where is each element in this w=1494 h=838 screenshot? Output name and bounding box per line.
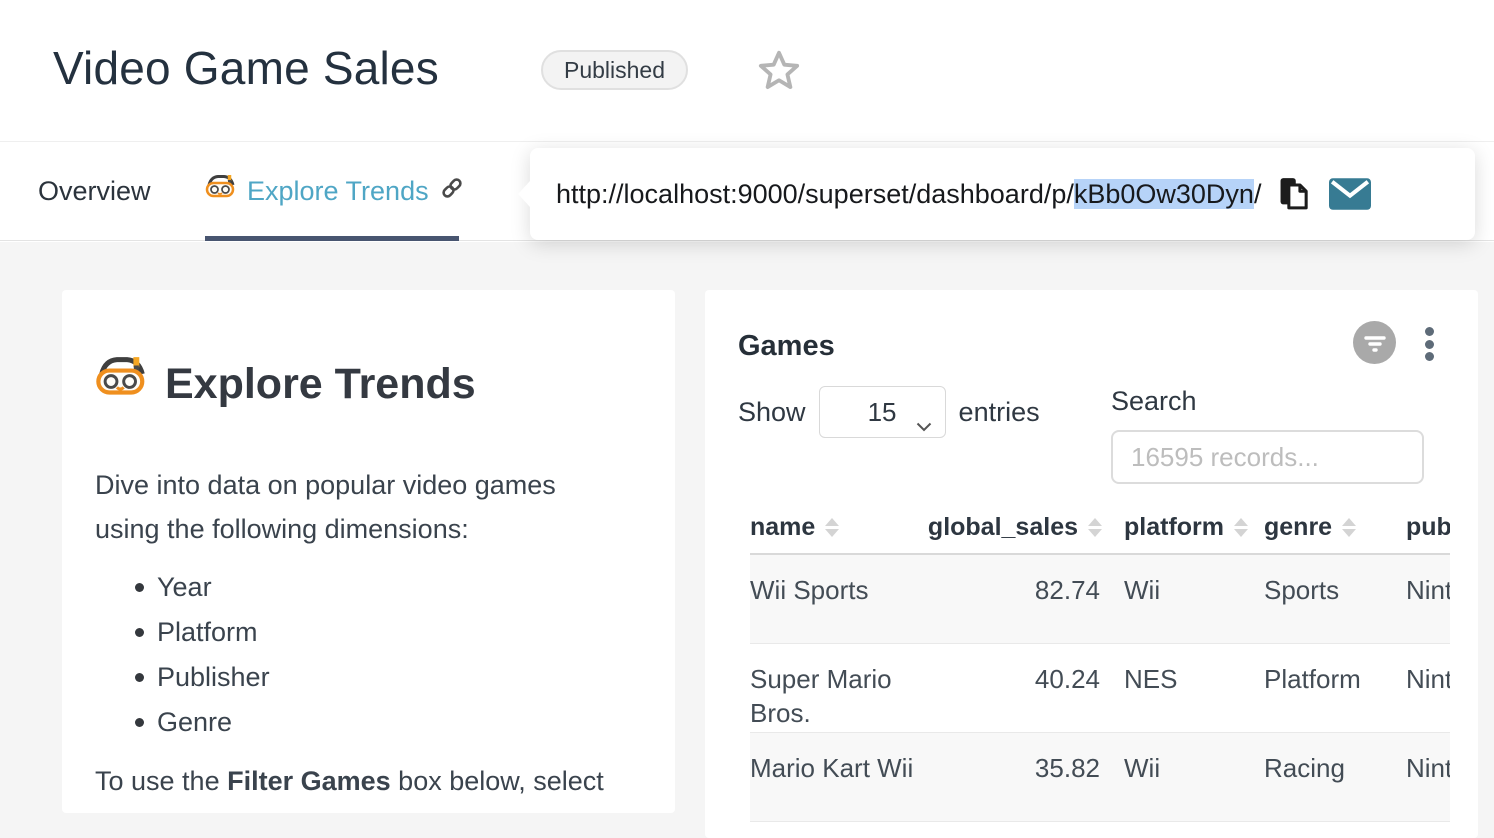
search-input[interactable]	[1111, 430, 1424, 484]
games-panel-title: Games	[738, 330, 835, 362]
list-item: Genre	[95, 700, 675, 745]
page-size-select[interactable]: 15	[818, 386, 946, 439]
games-table: name global_sales platform genre publish…	[750, 502, 1450, 838]
entries-label: entries	[958, 396, 1040, 427]
cell-name: Wii Sports	[750, 554, 932, 644]
filter-games-bold: Filter Games	[227, 766, 391, 796]
markdown-outro: To use the Filter Games box below, selec…	[95, 766, 604, 813]
table-header-row: name global_sales platform genre publish…	[750, 502, 1450, 555]
dashboard-grid: Explore Trends Dive into data on popular…	[0, 242, 1494, 838]
copy-icon[interactable]	[1275, 176, 1311, 212]
chevron-down-icon	[916, 408, 932, 439]
pagination-controls: Show 15 entries	[738, 386, 1040, 438]
cell-publisher: Nintendo	[1386, 732, 1450, 822]
cell-genre: Platform	[1244, 643, 1386, 733]
cell-global-sales: 35.82	[932, 732, 1104, 822]
column-header-platform[interactable]: platform	[1104, 502, 1248, 555]
sort-carets-icon	[1088, 518, 1102, 537]
kebab-menu-icon[interactable]	[1422, 327, 1436, 361]
column-header-publisher[interactable]: publisher	[1386, 502, 1450, 555]
sort-carets-icon	[825, 518, 840, 537]
sort-carets-icon	[1342, 518, 1357, 537]
page-size-value: 15	[867, 396, 897, 427]
tab-explore-trends[interactable]: Explore Trends	[205, 142, 465, 241]
table-row[interactable]: Wii Sports 82.74 Wii Sports Nintendo	[750, 554, 1450, 644]
markdown-heading-text: Explore Trends	[165, 360, 476, 408]
dashboard-url[interactable]: http://localhost:9000/superset/dashboard…	[556, 178, 1262, 209]
cell-publisher: Nintendo	[1386, 643, 1450, 733]
markdown-heading: Explore Trends	[95, 352, 642, 417]
app-header: Video Game Sales Published	[0, 0, 1494, 141]
table-row[interactable]: Mario Kart Wii 35.82 Wii Racing Nintendo	[750, 732, 1450, 822]
email-icon[interactable]	[1329, 177, 1372, 211]
column-header-genre[interactable]: genre	[1244, 502, 1386, 555]
markdown-panel: Explore Trends Dive into data on popular…	[62, 290, 675, 813]
star-icon[interactable]	[757, 48, 801, 92]
show-label: Show	[738, 396, 806, 427]
column-header-name[interactable]: name	[750, 502, 932, 555]
cell-global-sales: 40.24	[932, 643, 1104, 733]
search-label: Search	[1111, 386, 1197, 416]
sort-carets-icon	[1234, 518, 1248, 537]
cell-publisher: Nintendo	[1386, 554, 1450, 644]
cell-name: Mario Kart Wii	[750, 732, 932, 822]
cell-name: Super Mario Bros.	[750, 643, 932, 733]
cell-genre: Racing	[1244, 732, 1386, 822]
filter-funnel-icon[interactable]	[1353, 321, 1396, 364]
dimension-list: Year Platform Publisher Genre	[95, 565, 675, 745]
share-url-popover: http://localhost:9000/superset/dashboard…	[518, 148, 1475, 240]
popover-arrow	[518, 181, 530, 207]
column-header-global-sales[interactable]: global_sales	[928, 502, 1104, 555]
tab-overview-label: Overview	[38, 176, 151, 206]
tab-explore-label: Explore Trends	[247, 176, 429, 206]
diving-mask-icon	[205, 172, 237, 211]
tab-overview[interactable]: Overview	[38, 142, 151, 241]
published-badge: Published	[541, 50, 689, 90]
games-panel: Games Show 15 entries Search	[705, 290, 1478, 838]
search-area: Search	[1111, 386, 1424, 484]
cell-global-sales: 82.74	[932, 554, 1104, 644]
table-row[interactable]: Super Mario Bros. 40.24 NES Platform Nin…	[750, 643, 1450, 733]
list-item: Year	[95, 565, 675, 610]
markdown-intro: Dive into data on popular video games us…	[95, 470, 556, 544]
list-item: Publisher	[95, 655, 675, 700]
link-icon[interactable]	[439, 175, 465, 208]
list-item: Platform	[95, 610, 675, 655]
diving-mask-icon	[95, 352, 149, 417]
cell-platform: NES	[1104, 643, 1244, 733]
cell-platform: Wii	[1104, 554, 1244, 644]
cell-genre: Sports	[1244, 554, 1386, 644]
cell-platform: Wii	[1104, 732, 1244, 822]
page-title: Video Game Sales	[53, 42, 439, 94]
url-selected-text: kBb0Ow30Dyn	[1073, 178, 1254, 209]
